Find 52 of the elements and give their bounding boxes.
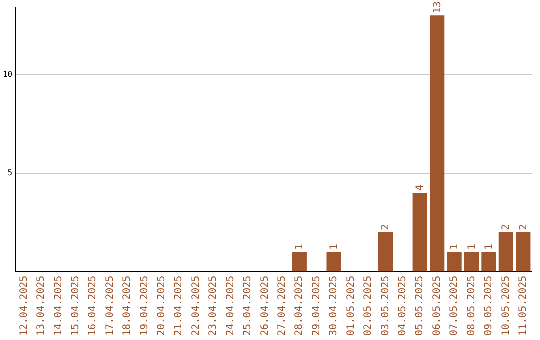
data-label: 13: [432, 2, 444, 14]
x-tick-label: 23.04.2025: [208, 276, 220, 336]
x-tick-label: 12.04.2025: [18, 276, 30, 336]
data-label: 1: [294, 244, 306, 250]
bar: [482, 252, 496, 272]
x-tick-label: 04.05.2025: [398, 276, 408, 336]
x-tick-label: 08.05.2025: [466, 276, 478, 336]
data-label: 2: [501, 224, 512, 230]
bar: [498, 232, 514, 272]
x-tick-label: 13.04.2025: [36, 276, 48, 336]
x-tick-label: 17.04.2025: [104, 276, 116, 336]
bar: [516, 232, 531, 272]
x-tick-label: 15.04.2025: [70, 276, 82, 336]
x-tick-label: 30.04.2025: [328, 276, 340, 336]
x-tick-label: 22.04.2025: [190, 276, 202, 336]
bar: [447, 252, 462, 272]
x-tick-label: 26.04.2025: [260, 276, 271, 336]
bar: [326, 252, 342, 272]
x-tick-label: 28.04.2025: [294, 276, 306, 336]
x-tick-label: 10.05.2025: [500, 276, 512, 336]
x-tick-label: 27.04.2025: [277, 276, 288, 336]
x-tick-label: 06.05.2025: [432, 276, 443, 336]
x-tick-label: 01.05.2025: [346, 276, 357, 336]
x-tick-label: 09.05.2025: [484, 276, 495, 336]
x-tick-label: 19.04.2025: [139, 276, 150, 336]
bar: [412, 192, 428, 272]
y-tick-label: 5: [8, 168, 13, 178]
data-label: 2: [518, 224, 530, 230]
data-label: 1: [329, 244, 340, 250]
x-tick-label: 14.04.2025: [53, 276, 64, 336]
bar: [430, 16, 445, 272]
y-tick-label: 10: [2, 70, 13, 79]
bar: [378, 232, 394, 272]
x-tick-label: 05.05.2025: [414, 276, 426, 336]
x-tick-label: 25.04.2025: [242, 276, 254, 336]
x-tick-label: 29.04.2025: [311, 276, 322, 336]
bar: [464, 252, 480, 272]
x-tick-label: 03.05.2025: [380, 276, 392, 336]
x-tick-label: 07.05.2025: [449, 276, 460, 336]
bar: [292, 252, 307, 272]
x-tick-label: 24.04.2025: [225, 276, 236, 336]
x-tick-label: 16.04.2025: [88, 276, 99, 336]
data-label: 1: [450, 244, 461, 250]
data-label: 1: [484, 244, 495, 250]
x-tick-label: 20.04.2025: [156, 276, 168, 336]
x-tick-label: 18.04.2025: [122, 276, 134, 336]
x-tick-label: 02.05.2025: [363, 276, 374, 336]
x-tick-label: 11.05.2025: [518, 276, 529, 336]
data-label: 4: [415, 184, 426, 191]
data-label: 2: [380, 224, 392, 230]
x-tick-label: 21.04.2025: [174, 276, 185, 336]
data-label: 1: [466, 244, 478, 250]
